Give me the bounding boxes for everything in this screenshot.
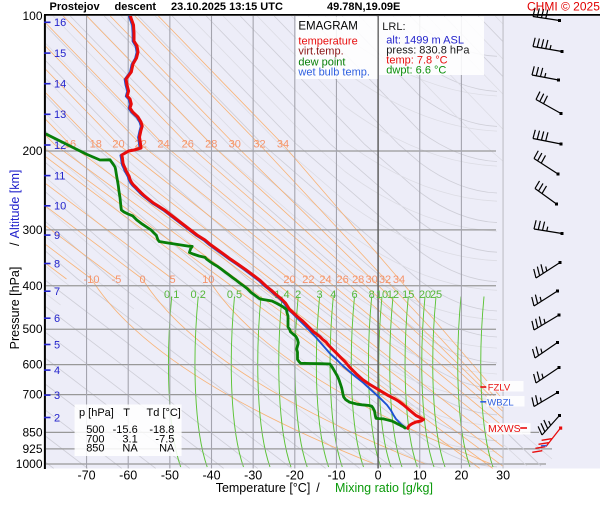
svg-text:24: 24	[157, 139, 169, 151]
svg-text:EMAGRAM: EMAGRAM	[298, 21, 357, 33]
svg-text:6: 6	[351, 289, 357, 301]
svg-text:25: 25	[430, 289, 442, 301]
svg-text:11: 11	[54, 170, 65, 182]
svg-text:Altitude [km]: Altitude [km]	[8, 170, 22, 239]
svg-text:30: 30	[496, 469, 510, 483]
svg-text:15: 15	[402, 289, 414, 301]
svg-text:34: 34	[277, 139, 289, 151]
svg-text:100: 100	[22, 9, 42, 23]
svg-text:28: 28	[205, 139, 217, 151]
svg-text:Mixing ratio [g/kg]: Mixing ratio [g/kg]	[335, 481, 433, 495]
svg-text:15: 15	[54, 48, 66, 60]
svg-text:wet bulb temp.: wet bulb temp.	[297, 67, 370, 79]
svg-text:2: 2	[295, 289, 301, 301]
svg-text:/: /	[8, 242, 22, 246]
svg-text:MXWS: MXWS	[488, 423, 521, 435]
svg-text:32: 32	[379, 274, 391, 286]
svg-text:WBZL: WBZL	[487, 398, 513, 409]
svg-text:Pressure [hPa]: Pressure [hPa]	[8, 267, 22, 350]
svg-text:FZLV: FZLV	[488, 382, 511, 393]
svg-text:10: 10	[54, 201, 66, 213]
svg-text:10: 10	[202, 274, 214, 286]
svg-text:12: 12	[387, 289, 399, 301]
svg-text:-60: -60	[119, 469, 137, 483]
svg-text:400: 400	[22, 279, 42, 293]
svg-text:9: 9	[54, 230, 60, 242]
svg-text:CHMI © 2025: CHMI © 2025	[527, 0, 600, 14]
svg-text:20: 20	[454, 469, 468, 483]
svg-text:/: /	[316, 481, 320, 495]
svg-text:20: 20	[283, 274, 295, 286]
svg-text:4: 4	[54, 365, 60, 377]
svg-text:3: 3	[54, 390, 60, 402]
svg-text:18: 18	[90, 139, 102, 151]
svg-text:26: 26	[336, 274, 348, 286]
svg-text:16: 16	[54, 17, 66, 29]
svg-text:0: 0	[139, 274, 145, 286]
svg-text:23.10.2025 13:15 UTC: 23.10.2025 13:15 UTC	[171, 1, 283, 13]
svg-text:30: 30	[229, 139, 241, 151]
svg-text:-50: -50	[161, 469, 179, 483]
svg-text:0.2: 0.2	[191, 289, 206, 301]
svg-text:925: 925	[22, 442, 42, 456]
svg-text:14: 14	[54, 79, 66, 91]
svg-text:13: 13	[54, 109, 66, 121]
svg-text:850: 850	[22, 425, 42, 439]
svg-text:-5: -5	[112, 274, 122, 286]
svg-text:-70: -70	[78, 469, 96, 483]
svg-text:30: 30	[365, 274, 377, 286]
svg-text:8: 8	[369, 289, 375, 301]
svg-text:2: 2	[54, 412, 60, 424]
svg-text:4: 4	[330, 289, 336, 301]
svg-text:NA: NA	[159, 443, 175, 455]
svg-text:1000: 1000	[16, 457, 43, 471]
svg-text:7: 7	[54, 286, 60, 298]
svg-text:600: 600	[22, 358, 42, 372]
svg-text:5: 5	[54, 339, 60, 351]
svg-text:Temperature [°C]: Temperature [°C]	[216, 481, 311, 495]
svg-text:34: 34	[393, 274, 405, 286]
svg-text:NA: NA	[122, 443, 138, 455]
svg-text:700: 700	[22, 388, 42, 402]
svg-text:24: 24	[319, 274, 331, 286]
svg-text:850: 850	[86, 443, 104, 455]
svg-text:32: 32	[253, 139, 265, 151]
svg-text:T: T	[123, 407, 130, 419]
svg-text:0.5: 0.5	[227, 289, 242, 301]
svg-text:200: 200	[22, 144, 42, 158]
svg-text:-10: -10	[84, 274, 100, 286]
svg-text:22: 22	[302, 274, 314, 286]
svg-text:20: 20	[112, 139, 124, 151]
svg-text:49.78N,19.09E: 49.78N,19.09E	[327, 1, 400, 13]
svg-text:0.1: 0.1	[164, 289, 179, 301]
svg-text:300: 300	[22, 223, 42, 237]
svg-text:6: 6	[54, 313, 60, 325]
svg-text:8: 8	[54, 258, 60, 270]
svg-text:5: 5	[169, 274, 175, 286]
svg-text:3: 3	[317, 289, 323, 301]
svg-text:p [hPa]: p [hPa]	[79, 407, 114, 419]
svg-text:26: 26	[182, 139, 194, 151]
svg-text:LRL:: LRL:	[382, 21, 405, 33]
svg-text:28: 28	[352, 274, 364, 286]
svg-text:descent: descent	[115, 1, 157, 13]
svg-text:500: 500	[22, 322, 42, 336]
svg-text:Prostejov: Prostejov	[50, 1, 101, 13]
svg-text:dwpt: 6.6 °C: dwpt: 6.6 °C	[386, 65, 446, 77]
svg-text:Td [°C]: Td [°C]	[147, 407, 181, 419]
